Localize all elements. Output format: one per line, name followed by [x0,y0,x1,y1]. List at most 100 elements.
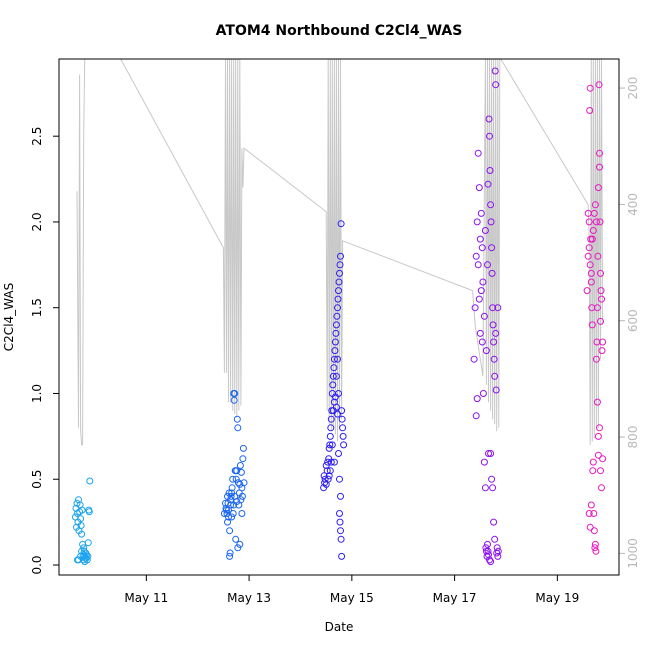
data-point [489,484,497,492]
x-tick-label: May 15 [330,591,374,605]
data-point [327,415,335,423]
data-point [322,462,330,469]
data-point [591,540,599,548]
data-point [471,304,479,312]
data-point [327,424,335,432]
data-point [487,201,495,209]
data-point [594,184,602,192]
data-point [494,552,502,560]
data-point [325,472,333,480]
data-point [482,544,490,552]
profile-line [76,59,604,446]
data-point [239,455,247,463]
data-point [480,458,488,466]
data-point [336,518,344,526]
data-point [488,269,496,277]
data-point [491,372,499,380]
plot-frame [58,58,620,576]
data-point [485,115,493,123]
right-tick-label: 800 [626,426,640,449]
data-point [488,475,496,483]
data-point [332,403,340,411]
data-point [587,269,595,277]
y-tick-label: 2.0 [30,212,44,231]
data-point [584,252,592,260]
data-point [474,261,482,269]
data-point [589,458,597,466]
data-point [583,287,591,295]
data-point [234,424,242,432]
data-point [233,467,241,475]
y-tick-label: 2.5 [30,127,44,146]
data-point [477,287,485,295]
x-tick-label: May 11 [124,591,168,605]
data-point [321,479,329,487]
data-point [331,338,339,346]
data-point [333,312,341,320]
data-point [481,484,489,492]
data-point [470,355,478,363]
data-point [337,220,345,228]
data-point [233,415,241,423]
data-point [594,252,602,260]
data-point [78,530,86,538]
x-tick-label: May 13 [227,591,271,605]
y-axis-label: C2Cl4_WAS [2,283,16,351]
data-point [590,527,598,535]
data-point [476,235,484,243]
data-point [489,321,497,329]
data-point [492,329,500,337]
right-tick-label: 600 [626,309,640,332]
data-point [478,244,486,252]
data-point [234,544,242,552]
data-point [84,552,92,560]
data-point [484,180,492,188]
data-point [482,347,490,355]
data-point [334,304,341,312]
data-point [78,506,86,514]
data-point [226,549,234,557]
data-point [481,227,489,234]
data-point [337,535,345,543]
data-point [489,304,497,312]
data-point [339,432,347,440]
data-point [236,540,244,548]
data-point [487,450,495,457]
data-point [81,558,89,566]
data-point [232,535,240,543]
data-point [78,547,86,555]
data-point [590,510,598,517]
data-point [485,450,492,457]
data-point [473,395,481,403]
data-point [485,551,492,559]
data-point [597,287,605,295]
data-point [593,398,601,406]
data-point [585,218,593,226]
data-point [320,472,328,480]
data-point [488,244,496,252]
chart-title: ATOM4 Northbound C2Cl4_WAS [216,23,463,39]
data-point [324,458,332,466]
data-point [477,209,485,217]
data-point [589,467,597,475]
data-point [321,475,329,483]
data-point [587,278,595,286]
data-point [474,149,482,157]
data-point [240,479,248,487]
data-point [77,552,85,560]
plot-area: May 11 May 13 May 15 May 17 May 19 0.0 0.5 1.0 1… [30,59,640,605]
data-point [586,84,594,92]
data-point [597,467,604,475]
data-point [83,551,91,559]
data-point [80,544,88,552]
data-point [337,527,344,535]
data-point [338,407,346,415]
data-point [225,513,232,521]
y-tick-label: 0.5 [30,470,44,489]
data-point [330,458,338,466]
data-point [330,364,338,372]
data-point [588,235,596,243]
data-point [585,244,593,252]
data-point [596,424,603,432]
